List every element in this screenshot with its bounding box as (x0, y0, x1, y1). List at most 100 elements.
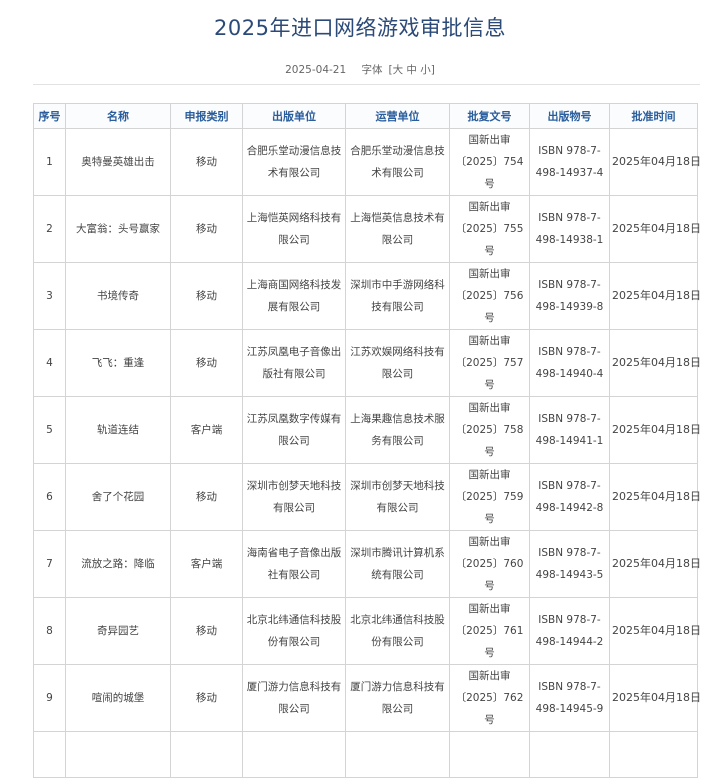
table-row: 1 奥特曼英雄出击 移动 合肥乐堂动漫信息技术有限公司 合肥乐堂动漫信息技术有限公司 国新… (33, 128, 701, 196)
table-row: 8 奇异园艺 移动 北京北纬通信科技股份有限公司 北京北纬通信科技股份有限公司 国新出审〔… (33, 597, 701, 665)
cell-approval-date: 2025年04月18日 (609, 597, 701, 665)
cell-approval-no: 国新出审〔2025〕757号 (449, 329, 530, 397)
cell-publisher: 上海商国网络科技发展有限公司 (242, 262, 346, 330)
cell-isbn: ISBN 978-7-498-14945-9 (529, 664, 610, 732)
cell-isbn: ISBN 978-7-498-14939-8 (529, 262, 610, 330)
cell-isbn: ISBN 978-7-498-14944-2 (529, 597, 610, 665)
cell-publisher: 江苏凤凰电子音像出版社有限公司 (242, 329, 346, 397)
cell-name: 书境传奇 (65, 262, 171, 330)
cell-category: 移动 (170, 195, 243, 263)
cell-name: 轨道连结 (65, 396, 171, 464)
cell-publisher: 深圳市创梦天地科技有限公司 (242, 463, 346, 531)
table-row: 5 轨道连结 客户端 江苏凤凰数字传媒有限公司 上海果趣信息技术服务有限公司 国新出审〔2… (33, 396, 701, 464)
cell-category: 客户端 (170, 530, 243, 598)
header-col-approval-no: 批复文号 (449, 103, 530, 129)
cell-approval-no: 国新出审〔2025〕759号 (449, 463, 530, 531)
cell-approval-no: 国新出审〔2025〕762号 (449, 664, 530, 732)
cell-name: 奥特曼英雄出击 (65, 128, 171, 196)
table-row: 9 喧闹的城堡 移动 厦门游力信息科技有限公司 厦门游力信息科技有限公司 国新出审〔202… (33, 664, 701, 732)
approval-table: 序号 名称 申报类别 出版单位 运营单位 批复文号 出版物号 批准时间 1 奥特曼英雄出击 移动合… (33, 103, 701, 778)
cell-empty (242, 731, 346, 778)
cell-index: 8 (33, 597, 66, 665)
article-meta: 2025-04-21 字体 [大 中 小] (0, 62, 720, 77)
header-col-operator: 运营单位 (345, 103, 450, 129)
cell-index: 5 (33, 396, 66, 464)
cell-operator: 深圳市中手游网络科技有限公司 (345, 262, 450, 330)
cell-index: 7 (33, 530, 66, 598)
cell-isbn: ISBN 978-7-498-14938-1 (529, 195, 610, 263)
table-row: 6 舍了个花园 移动 深圳市创梦天地科技有限公司 深圳市创梦天地科技有限公司 国新出审〔2… (33, 463, 701, 531)
cell-index: 2 (33, 195, 66, 263)
cell-empty (345, 731, 450, 778)
publish-date: 2025-04-21 (285, 64, 347, 76)
cell-empty (529, 731, 610, 778)
cell-index: 6 (33, 463, 66, 531)
cell-operator: 北京北纬通信科技股份有限公司 (345, 597, 450, 665)
cell-index: 4 (33, 329, 66, 397)
cell-operator: 江苏欢娱网络科技有限公司 (345, 329, 450, 397)
cell-approval-date: 2025年04月18日 (609, 128, 701, 196)
header-col-category: 申报类别 (170, 103, 243, 129)
cell-approval-no: 国新出审〔2025〕754号 (449, 128, 530, 196)
cell-name: 奇异园艺 (65, 597, 171, 665)
cell-empty (65, 731, 171, 778)
cell-publisher: 海南省电子音像出版社有限公司 (242, 530, 346, 598)
header-col-name: 名称 (65, 103, 171, 129)
cell-approval-no: 国新出审〔2025〕758号 (449, 396, 530, 464)
cell-approval-no: 国新出审〔2025〕760号 (449, 530, 530, 598)
cell-publisher: 合肥乐堂动漫信息技术有限公司 (242, 128, 346, 196)
cell-publisher: 江苏凤凰数字传媒有限公司 (242, 396, 346, 464)
cell-empty (170, 731, 243, 778)
table-row (33, 731, 698, 778)
cell-category: 移动 (170, 329, 243, 397)
cell-name: 流放之路：降临 (65, 530, 171, 598)
cell-name: 舍了个花园 (65, 463, 171, 531)
cell-category: 移动 (170, 664, 243, 732)
cell-index: 9 (33, 664, 66, 732)
cell-approval-date: 2025年04月18日 (609, 664, 701, 732)
cell-empty (33, 731, 66, 778)
cell-category: 移动 (170, 463, 243, 531)
cell-operator: 深圳市创梦天地科技有限公司 (345, 463, 450, 531)
cell-isbn: ISBN 978-7-498-14943-5 (529, 530, 610, 598)
cell-approval-no: 国新出审〔2025〕755号 (449, 195, 530, 263)
cell-approval-no: 国新出审〔2025〕756号 (449, 262, 530, 330)
cell-category: 客户端 (170, 396, 243, 464)
cell-approval-date: 2025年04月18日 (609, 329, 701, 397)
cell-index: 1 (33, 128, 66, 196)
cell-approval-date: 2025年04月18日 (609, 530, 701, 598)
cell-publisher: 厦门游力信息科技有限公司 (242, 664, 346, 732)
cell-approval-no: 国新出审〔2025〕761号 (449, 597, 530, 665)
cell-operator: 深圳市腾讯计算机系统有限公司 (345, 530, 450, 598)
cell-empty (609, 731, 698, 778)
cell-approval-date: 2025年04月18日 (609, 195, 701, 263)
cell-approval-date: 2025年04月18日 (609, 396, 701, 464)
table-row: 2 大富翁：头号赢家 移动 上海恺英网络科技有限公司 上海恺英信息技术有限公司 国新出审〔… (33, 195, 701, 263)
cell-name: 喧闹的城堡 (65, 664, 171, 732)
table-row: 4 飞飞：重逢 移动 江苏凤凰电子音像出版社有限公司 江苏欢娱网络科技有限公司 国新出审〔… (33, 329, 701, 397)
header-col-isbn: 出版物号 (529, 103, 610, 129)
cell-approval-date: 2025年04月18日 (609, 262, 701, 330)
font-size-selector[interactable]: [大 中 小] (388, 64, 435, 76)
font-size-label: 字体 (361, 64, 383, 76)
page-title: 2025年进口网络游戏审批信息 (214, 16, 506, 40)
header-col-publisher: 出版单位 (242, 103, 346, 129)
header-col-index: 序号 (33, 103, 66, 129)
table-row: 7 流放之路：降临 客户端 海南省电子音像出版社有限公司 深圳市腾讯计算机系统有限公司国… (33, 530, 701, 598)
cell-category: 移动 (170, 597, 243, 665)
cell-operator: 上海恺英信息技术有限公司 (345, 195, 450, 263)
cell-name: 大富翁：头号赢家 (65, 195, 171, 263)
table-header-row: 序号 名称 申报类别 出版单位 运营单位 批复文号 出版物号 批准时间 (33, 103, 698, 129)
cell-category: 移动 (170, 262, 243, 330)
cell-publisher: 上海恺英网络科技有限公司 (242, 195, 346, 263)
cell-isbn: ISBN 978-7-498-14940-4 (529, 329, 610, 397)
table-row: 3 书境传奇 移动 上海商国网络科技发展有限公司 深圳市中手游网络科技有限公司 国新出审〔… (33, 262, 701, 330)
header-col-approval-date: 批准时间 (609, 103, 698, 129)
cell-isbn: ISBN 978-7-498-14941-1 (529, 396, 610, 464)
cell-isbn: ISBN 978-7-498-14942-8 (529, 463, 610, 531)
cell-operator: 厦门游力信息科技有限公司 (345, 664, 450, 732)
cell-operator: 合肥乐堂动漫信息技术有限公司 (345, 128, 450, 196)
cell-empty (449, 731, 530, 778)
cell-index: 3 (33, 262, 66, 330)
cell-publisher: 北京北纬通信科技股份有限公司 (242, 597, 346, 665)
